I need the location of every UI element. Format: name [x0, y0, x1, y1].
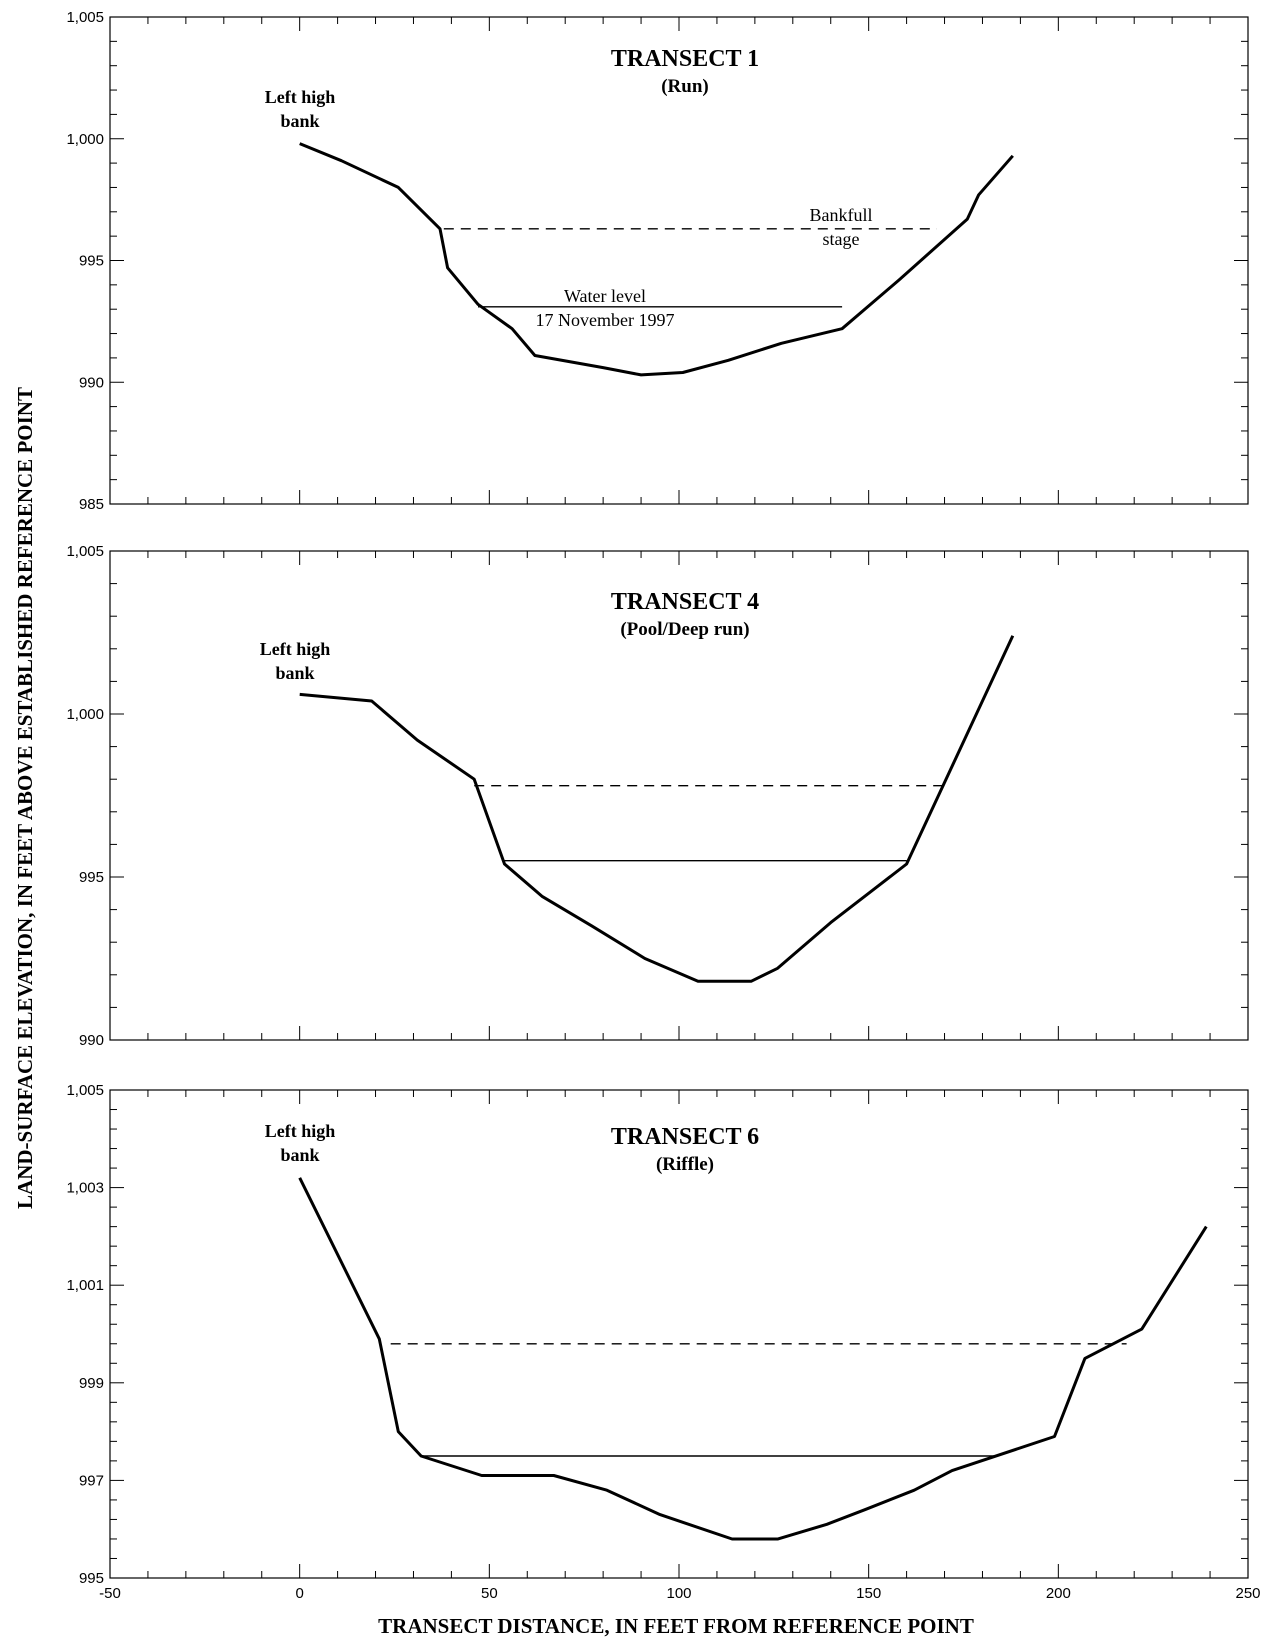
x-axis-label: TRANSECT DISTANCE, IN FEET FROM REFERENC…	[378, 1614, 974, 1638]
x-tick-label: 150	[856, 1585, 881, 1602]
bankfull-label: Bankfull	[810, 205, 873, 225]
y-tick-label: 1,001	[66, 1277, 104, 1294]
y-tick-label: 995	[79, 1570, 104, 1587]
x-tick-label: 250	[1235, 1585, 1260, 1602]
y-tick-label: 995	[79, 869, 104, 886]
y-axis-label: LAND-SURFACE ELEVATION, IN FEET ABOVE ES…	[13, 387, 37, 1209]
water-level-label: 17 November 1997	[536, 310, 675, 330]
panel-title: TRANSECT 6	[611, 1124, 759, 1150]
x-tick-label: 100	[666, 1585, 691, 1602]
y-tick-label: 985	[79, 496, 104, 513]
channel-profile-line	[299, 142, 1014, 377]
y-tick-label: 1,005	[66, 9, 104, 26]
left-bank-label: bank	[280, 111, 319, 131]
water-level-label: Water level	[564, 286, 646, 306]
y-tick-label: 999	[79, 1375, 104, 1392]
channel-profile-line	[298, 1177, 1208, 1541]
y-tick-label: 990	[79, 1032, 104, 1049]
y-tick-label: 990	[79, 374, 104, 391]
x-tick-label: 50	[481, 1585, 498, 1602]
channel-profile-line	[299, 635, 1015, 983]
x-tick-label: 0	[295, 1585, 303, 1602]
y-tick-label: 1,000	[66, 706, 104, 723]
x-tick-label: -50	[99, 1585, 121, 1602]
panel-subtitle: (Riffle)	[656, 1154, 714, 1175]
left-bank-label: Left high	[265, 1121, 336, 1141]
left-bank-label: Left high	[260, 639, 331, 659]
left-bank-label: Left high	[265, 87, 336, 107]
left-bank-label: bank	[275, 663, 314, 683]
panel-subtitle: (Pool/Deep run)	[620, 619, 749, 640]
y-tick-label: 1,005	[66, 543, 104, 560]
x-tick-label: 200	[1046, 1585, 1071, 1602]
panel-title: TRANSECT 1	[611, 46, 759, 72]
y-tick-label: 995	[79, 253, 104, 270]
panel-title: TRANSECT 4	[611, 589, 759, 615]
left-bank-label: bank	[280, 1145, 319, 1165]
y-tick-label: 1,005	[66, 1082, 104, 1099]
y-tick-label: 997	[79, 1472, 104, 1489]
panel-subtitle: (Run)	[661, 76, 709, 97]
bankfull-label: stage	[823, 229, 860, 249]
y-tick-label: 1,000	[66, 131, 104, 148]
y-tick-label: 1,003	[66, 1180, 104, 1197]
